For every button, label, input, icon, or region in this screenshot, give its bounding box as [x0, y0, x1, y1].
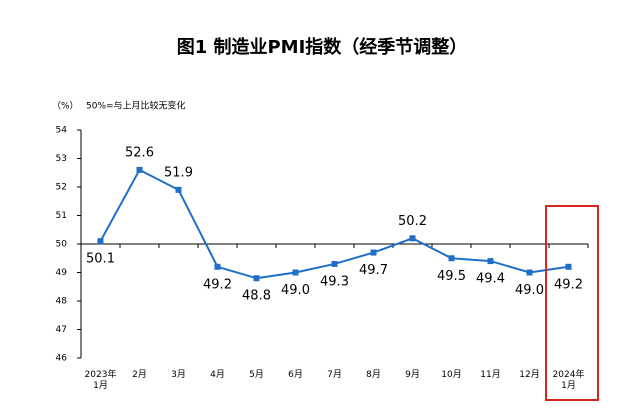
data-label: 49.0 [515, 283, 544, 298]
point-marker [97, 238, 104, 245]
data-label: 49.2 [203, 277, 232, 292]
point-marker [487, 258, 494, 265]
point-marker [448, 255, 455, 262]
data-label: 49.3 [320, 274, 349, 289]
point-marker [175, 186, 182, 193]
annotation: 50%=与上月比较无变化 [86, 100, 186, 112]
x-tick-label: 6月 [288, 370, 303, 380]
point-marker [526, 269, 533, 276]
data-label: 49.5 [437, 269, 466, 284]
point-marker [253, 275, 260, 282]
y-tick-label: 48 [56, 297, 68, 307]
data-label: 49.2 [554, 277, 583, 292]
data-label: 49.0 [281, 283, 310, 298]
chart-title: 图1 制造业PMI指数（经季节调整） [177, 36, 468, 58]
data-label: 52.6 [125, 145, 154, 160]
data-label: 49.7 [359, 263, 388, 278]
x-tick-label: 2023年 1月 [84, 370, 117, 391]
x-tick-label: 4月 [210, 370, 225, 380]
y-tick-label: 52 [56, 183, 67, 193]
x-tick-label: 7月 [327, 370, 342, 380]
data-label: 51.9 [164, 165, 193, 180]
y-tick-label: 54 [56, 126, 68, 136]
x-tick-label: 2024年 1月 [552, 370, 585, 391]
x-tick-label: 2月 [132, 370, 147, 380]
point-marker [214, 263, 221, 270]
point-marker [136, 166, 143, 173]
data-label: 50.1 [86, 252, 115, 267]
y-tick-label: 50 [56, 240, 68, 250]
point-marker [331, 260, 338, 267]
x-tick-label: 11月 [480, 370, 501, 380]
point-marker [409, 235, 416, 242]
point-marker [292, 269, 299, 276]
point-marker [565, 263, 572, 270]
data-label: 48.8 [242, 289, 271, 304]
y-tick-label: 51 [56, 211, 67, 221]
y-tick-label: 49 [56, 268, 68, 278]
point-marker [370, 249, 377, 256]
y-tick-label: 47 [56, 325, 67, 335]
highlight-box [545, 205, 599, 401]
data-label: 50.2 [398, 214, 427, 229]
data-label: 49.4 [476, 272, 505, 287]
y-unit: （%） [52, 101, 79, 112]
y-tick-label: 53 [56, 154, 67, 164]
x-tick-label: 9月 [405, 370, 420, 380]
x-tick-label: 8月 [366, 370, 381, 380]
x-tick-label: 5月 [249, 370, 264, 380]
x-tick-label: 3月 [171, 370, 186, 380]
x-tick-label: 10月 [441, 370, 462, 380]
y-tick-label: 46 [56, 354, 68, 364]
x-tick-label: 12月 [519, 370, 540, 380]
